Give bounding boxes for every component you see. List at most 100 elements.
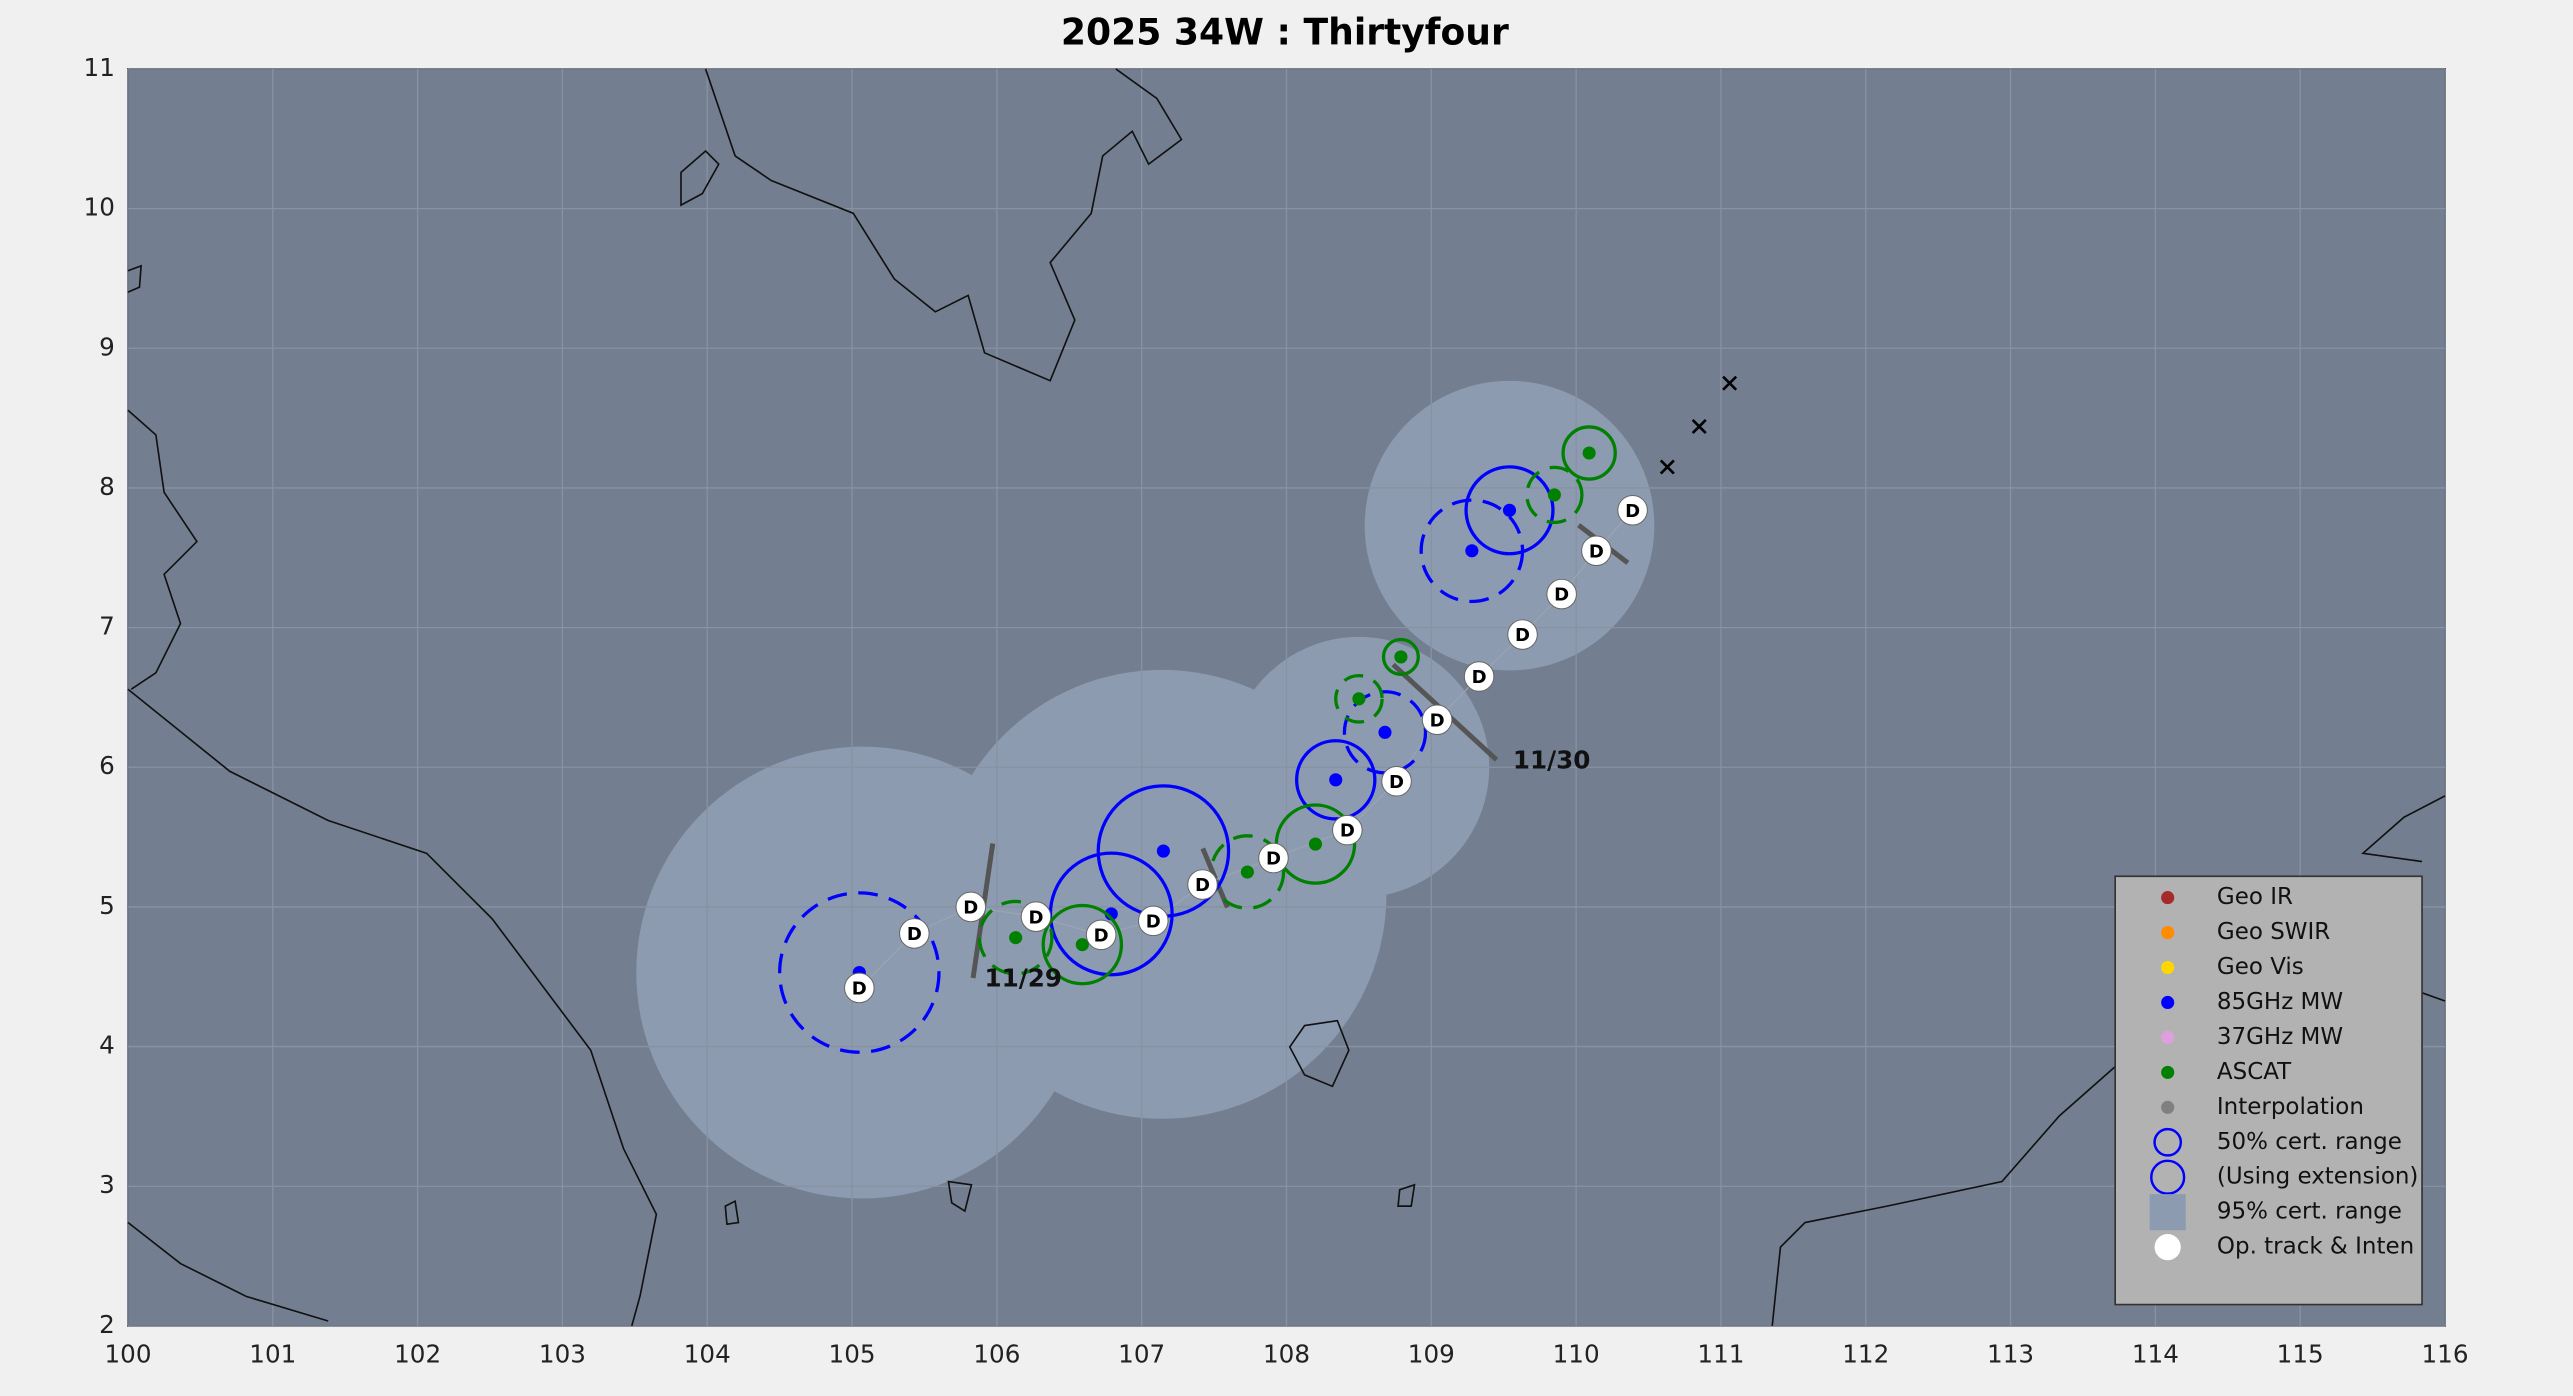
y-tick-label: 8 xyxy=(99,472,115,501)
op-track-point xyxy=(1258,842,1289,874)
coastline xyxy=(1771,1066,2116,1326)
legend-label: 95% cert. range xyxy=(2217,1199,2402,1225)
date-label: 11/30 xyxy=(1513,745,1590,774)
legend-marker xyxy=(2153,1127,2183,1157)
coastline xyxy=(680,149,720,207)
op-track-label: D xyxy=(1028,907,1043,928)
x-tick-label: 105 xyxy=(829,1339,876,1368)
x-tick-label: 104 xyxy=(684,1339,731,1368)
op-track-label: D xyxy=(852,979,867,1000)
y-tick-label: 6 xyxy=(99,751,115,780)
fix-point xyxy=(1240,865,1254,879)
x-tick-label: 115 xyxy=(2277,1339,2324,1368)
x-tick-label: 102 xyxy=(394,1339,441,1368)
op-track-point xyxy=(1507,619,1538,650)
cert50-circle xyxy=(1464,465,1555,556)
fix-point xyxy=(1502,503,1517,517)
op-track-point xyxy=(1332,814,1363,846)
op-track-label: D xyxy=(1554,585,1569,606)
op-track-label: D xyxy=(1430,710,1445,731)
x-tick-label: 116 xyxy=(2422,1339,2469,1368)
op-track-label: D xyxy=(1146,912,1161,933)
op-track-label: D xyxy=(1195,875,1210,896)
x-tick-label: 101 xyxy=(249,1339,296,1368)
y-tick-label: 10 xyxy=(84,193,115,222)
coastlines xyxy=(127,68,2446,1327)
legend-label: Geo IR xyxy=(2217,884,2293,910)
cert50-circle xyxy=(1294,739,1377,821)
fix-point xyxy=(1009,931,1023,945)
op-track-point xyxy=(1617,495,1648,526)
y-tick-label: 9 xyxy=(99,332,115,361)
coastline xyxy=(2361,795,2446,863)
op-track-point xyxy=(1546,578,1577,610)
fix-point xyxy=(1582,446,1596,460)
legend-label: 85GHz MW xyxy=(2217,989,2343,1015)
op-track-point xyxy=(1138,905,1169,937)
fix-point xyxy=(1547,488,1561,502)
x-tick-label: 107 xyxy=(1118,1339,1165,1368)
coastline xyxy=(127,409,198,690)
cert50-circle xyxy=(977,899,1054,976)
date-label: 11/29 xyxy=(985,964,1062,993)
cert50-circle xyxy=(1381,637,1420,676)
op-track-point xyxy=(1187,869,1218,900)
coastline xyxy=(947,1180,973,1213)
forecast-point xyxy=(1691,418,1707,434)
legend-marker xyxy=(2161,995,2175,1010)
legend-label: 37GHz MW xyxy=(2217,1024,2343,1050)
legend-label: Geo SWIR xyxy=(2217,919,2330,945)
op-track-label: D xyxy=(907,924,922,945)
y-tick-label: 11 xyxy=(84,53,115,82)
op-track-label: D xyxy=(1625,501,1640,522)
coastline xyxy=(1397,1183,1416,1207)
coastline xyxy=(127,264,143,293)
coastline xyxy=(127,688,658,1327)
x-tick-label: 100 xyxy=(105,1339,152,1368)
fix-point xyxy=(1378,725,1392,739)
op-track-label: D xyxy=(1094,925,1109,946)
legend-marker xyxy=(2161,960,2175,975)
x-tick-label: 114 xyxy=(2132,1339,2179,1368)
cert50-circle xyxy=(1209,834,1286,910)
legend-marker xyxy=(2161,1030,2175,1044)
x-tick-label: 111 xyxy=(1697,1339,1744,1368)
forecast-point xyxy=(1722,375,1738,391)
coastline xyxy=(704,68,1183,382)
map-title: 2025 34W : Thirtyfour xyxy=(1061,10,1509,53)
fix-point xyxy=(1394,650,1408,664)
legend-label: ASCAT xyxy=(2217,1059,2292,1085)
x-tick-label: 113 xyxy=(1987,1339,2034,1368)
op-track-point xyxy=(844,972,875,1004)
legend-marker xyxy=(2161,1065,2175,1079)
coastline xyxy=(2421,992,2446,1002)
op-track-point xyxy=(1085,919,1117,951)
fix-point xyxy=(1465,544,1479,558)
legend-label: (Using extension) xyxy=(2217,1164,2418,1190)
op-track-point xyxy=(1020,901,1052,932)
coastline xyxy=(724,1199,740,1226)
y-tick-label: 3 xyxy=(99,1170,115,1199)
legend-marker xyxy=(2154,1234,2181,1261)
y-tick-label: 5 xyxy=(99,891,115,920)
y-tick-label: 4 xyxy=(99,1031,115,1060)
legend-label: Op. track & Inten xyxy=(2217,1234,2414,1260)
op-track-point xyxy=(955,891,987,923)
x-tick-label: 103 xyxy=(539,1339,586,1368)
legend: Geo IR Geo SWIR Geo Vis 85GHz MW 37GHz MW ASC… xyxy=(2114,875,2423,1306)
fix-point xyxy=(1156,844,1170,858)
op-track-label: D xyxy=(1515,625,1530,646)
op-track-label: D xyxy=(963,898,978,919)
legend-marker xyxy=(2161,926,2175,940)
op-track-point xyxy=(1421,704,1453,736)
coastline xyxy=(1288,1019,1350,1088)
x-tick-label: 109 xyxy=(1408,1339,1455,1368)
legend-label: 50% cert. range xyxy=(2217,1129,2402,1155)
legend-marker xyxy=(2161,1100,2175,1114)
cert50-circle xyxy=(1525,465,1584,525)
op-track-label: D xyxy=(1266,849,1281,870)
legend-marker xyxy=(2149,1194,2186,1231)
y-tick-label: 2 xyxy=(99,1310,115,1339)
